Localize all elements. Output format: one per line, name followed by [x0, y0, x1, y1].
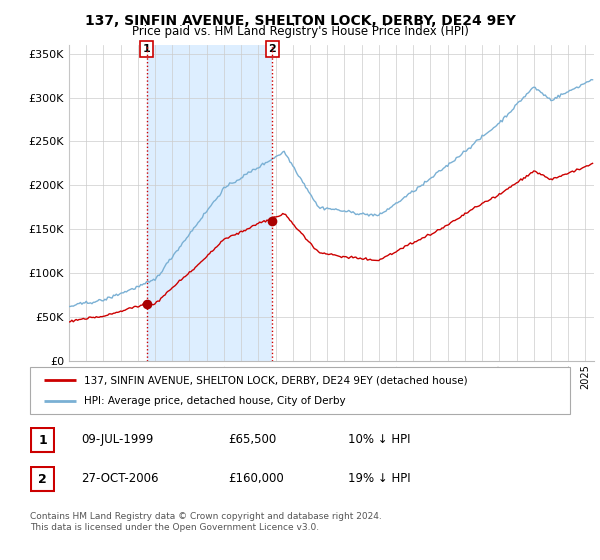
Bar — [147, 45, 272, 361]
Text: HPI: Average price, detached house, City of Derby: HPI: Average price, detached house, City… — [84, 396, 346, 406]
Text: £65,500: £65,500 — [228, 433, 276, 446]
Text: 10% ↓ HPI: 10% ↓ HPI — [348, 433, 410, 446]
Text: Contains HM Land Registry data © Crown copyright and database right 2024.
This d: Contains HM Land Registry data © Crown c… — [30, 512, 382, 532]
Text: 2: 2 — [38, 473, 47, 486]
Text: 137, SINFIN AVENUE, SHELTON LOCK, DERBY, DE24 9EY (detached house): 137, SINFIN AVENUE, SHELTON LOCK, DERBY,… — [84, 375, 467, 385]
Text: 09-JUL-1999: 09-JUL-1999 — [81, 433, 154, 446]
Text: £160,000: £160,000 — [228, 472, 284, 486]
Text: 19% ↓ HPI: 19% ↓ HPI — [348, 472, 410, 486]
Text: 2: 2 — [269, 44, 277, 54]
Text: 137, SINFIN AVENUE, SHELTON LOCK, DERBY, DE24 9EY: 137, SINFIN AVENUE, SHELTON LOCK, DERBY,… — [85, 14, 515, 28]
Text: 27-OCT-2006: 27-OCT-2006 — [81, 472, 158, 486]
Text: 1: 1 — [143, 44, 151, 54]
Text: Price paid vs. HM Land Registry's House Price Index (HPI): Price paid vs. HM Land Registry's House … — [131, 25, 469, 38]
Text: 1: 1 — [38, 433, 47, 447]
